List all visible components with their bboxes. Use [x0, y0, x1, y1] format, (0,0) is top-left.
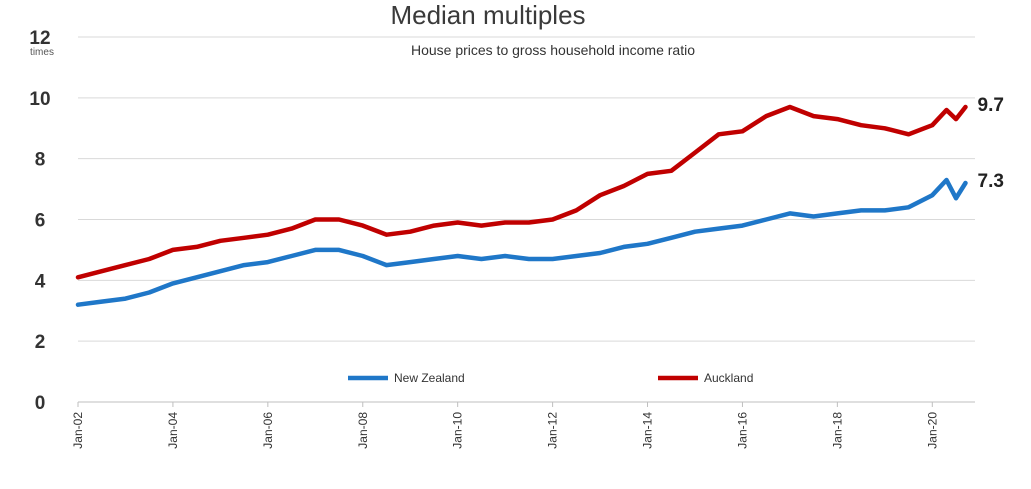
x-tick-label: Jan-20 [925, 412, 939, 449]
y-axis-unit: times [30, 47, 54, 58]
x-tick-label: Jan-08 [356, 412, 370, 449]
x-tick-label: Jan-18 [830, 412, 844, 449]
x-tick-label: Jan-02 [71, 412, 85, 449]
series-line-new-zealand [75, 177, 968, 307]
series-lines [75, 104, 968, 307]
series-line-auckland [75, 104, 968, 280]
x-tick-label: Jan-14 [641, 412, 655, 449]
y-tick-label: 0 [35, 393, 46, 414]
x-tick-label: Jan-16 [735, 412, 749, 449]
gridlines [78, 36, 975, 342]
y-tick-label: 6 [35, 211, 46, 232]
y-tick-label: 4 [35, 271, 46, 292]
x-tick-label: Jan-04 [166, 412, 180, 449]
x-tick-label: Jan-06 [261, 412, 275, 449]
end-label-auckland: 9.7 [978, 95, 1004, 116]
y-axis-ticks: 0 2 4 6 8 10 12 [29, 28, 50, 414]
legend-label: New Zealand [394, 371, 465, 385]
x-tick-label: Jan-10 [451, 412, 465, 449]
y-tick-label: 10 [29, 89, 50, 110]
y-tick-label: 8 [35, 150, 46, 171]
legend: New Zealand Auckland [348, 371, 753, 385]
end-labels: 7.3 9.7 [978, 95, 1004, 192]
chart-title: Median multiples [390, 0, 585, 30]
chart-subtitle: House prices to gross household income r… [411, 42, 695, 58]
y-tick-label: 2 [35, 332, 46, 353]
end-label-new-zealand: 7.3 [978, 171, 1004, 192]
y-tick-label: 12 [29, 28, 50, 49]
legend-label: Auckland [704, 371, 753, 385]
x-axis: Jan-02 Jan-04 Jan-06 Jan-08 Jan-10 Jan-12 Jan-… [71, 401, 975, 449]
x-tick-label: Jan-12 [546, 412, 560, 449]
